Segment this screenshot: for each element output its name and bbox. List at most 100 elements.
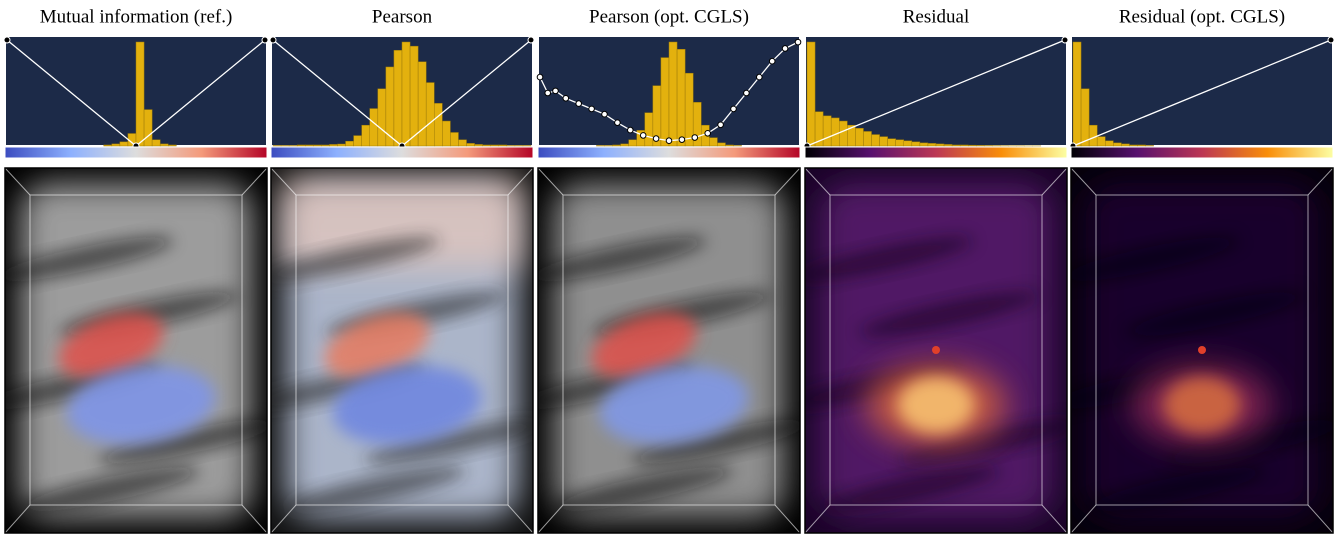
residual-spot: [932, 346, 940, 354]
histogram-bar: [152, 140, 160, 146]
panel-title: Pearson (opt. CGLS): [589, 6, 749, 27]
panel-title: Residual: [903, 6, 970, 27]
histogram-bar: [378, 89, 386, 146]
histogram-bar: [912, 142, 920, 146]
histogram-bar: [329, 144, 337, 146]
histogram-bar: [338, 144, 346, 146]
opacity-point: [270, 37, 276, 43]
volume-render: [511, 168, 813, 533]
opacity-point: [795, 39, 801, 45]
residual-core: [1164, 377, 1240, 433]
opacity-point: [782, 46, 788, 52]
volume-render: [244, 168, 546, 533]
opacity-point: [553, 88, 559, 94]
histogram-bar: [1073, 42, 1081, 146]
opacity-point: [718, 122, 724, 128]
histogram-bar: [596, 145, 604, 146]
colorbar: [1071, 147, 1333, 158]
histogram-bar: [1089, 125, 1097, 146]
panel: Pearson (opt. CGLS): [511, 6, 813, 533]
histogram-bar: [354, 136, 362, 146]
histogram-bar: [1146, 145, 1154, 146]
histogram-bar: [863, 131, 871, 146]
histogram-bar: [872, 135, 880, 146]
histogram-bar: [483, 145, 491, 146]
opacity-point: [640, 133, 646, 139]
histogram-bar: [1113, 143, 1121, 146]
panel-title: Mutual information (ref.): [40, 6, 233, 27]
histogram-bar: [629, 140, 637, 146]
histogram-bar: [944, 144, 952, 146]
histogram-bar: [321, 145, 329, 146]
colorbar: [805, 147, 1067, 158]
histogram-bar: [104, 145, 112, 146]
histogram-bar: [677, 49, 685, 146]
histogram-bar: [434, 103, 442, 146]
opacity-point: [705, 130, 711, 136]
histogram-bar: [515, 145, 523, 146]
tf-background: [1071, 36, 1333, 146]
opacity-point: [628, 127, 634, 133]
histogram-bar: [645, 113, 653, 146]
histogram-bar: [313, 145, 321, 146]
histogram-bar: [831, 118, 839, 146]
histogram-bar: [362, 125, 370, 146]
opacity-point: [1328, 37, 1334, 43]
panel-title: Residual (opt. CGLS): [1119, 6, 1285, 27]
page: {"panels": [ {"title": "Mutual informati…: [0, 0, 1340, 535]
histogram-bar: [507, 145, 515, 146]
histogram-bar: [289, 145, 297, 146]
volume-render: [0, 168, 281, 533]
opacity-point: [744, 90, 750, 96]
histogram-bar: [823, 116, 831, 146]
histogram-bar: [605, 145, 613, 146]
histogram-bar: [920, 143, 928, 146]
residual-core: [898, 377, 974, 433]
histogram-bar: [273, 145, 281, 146]
figure: Mutual information (ref.) Pearson Pearson …: [0, 0, 1340, 535]
histogram-bar: [839, 121, 847, 146]
histogram-bar: [807, 42, 815, 146]
histogram-bar: [880, 137, 888, 146]
histogram-bar: [426, 83, 434, 146]
histogram-bar: [936, 144, 944, 146]
colorbar: [5, 147, 267, 158]
histogram-bar: [458, 140, 466, 146]
histogram-bar: [734, 145, 742, 146]
histogram-bar: [168, 145, 176, 146]
panel: Residual: [778, 6, 1080, 533]
residual-spot: [1198, 346, 1206, 354]
histogram-bar: [410, 46, 418, 146]
opacity-point: [757, 74, 763, 80]
panel: Mutual information (ref.): [0, 6, 281, 533]
opacity-point: [666, 138, 672, 144]
histogram-bar: [136, 42, 144, 146]
histogram-bar: [888, 139, 896, 146]
histogram-bar: [928, 143, 936, 146]
volume-render: [1044, 168, 1340, 533]
histogram-bar: [297, 145, 305, 146]
histogram-bar: [1138, 145, 1146, 146]
histogram-bar: [442, 121, 450, 146]
opacity-point: [537, 74, 543, 80]
volume-render: [778, 168, 1080, 533]
histogram-bar: [984, 145, 992, 146]
histogram-bar: [661, 58, 669, 146]
histogram-bar: [281, 145, 289, 146]
histogram-bar: [621, 144, 629, 146]
histogram-bar: [1081, 89, 1089, 146]
opacity-point: [692, 135, 698, 141]
histogram-bar: [855, 128, 863, 146]
histogram-bar: [960, 145, 968, 146]
histogram-bar: [1129, 145, 1137, 146]
histogram-bar: [896, 140, 904, 146]
colorbar: [271, 147, 533, 158]
panel: Pearson: [244, 6, 546, 533]
histogram-bar: [904, 141, 912, 146]
histogram-bar: [305, 145, 313, 146]
histogram-bar: [467, 143, 475, 146]
opacity-point: [615, 120, 621, 126]
histogram-bar: [346, 141, 354, 146]
opacity-point: [653, 136, 659, 142]
histogram-bar: [491, 145, 499, 146]
